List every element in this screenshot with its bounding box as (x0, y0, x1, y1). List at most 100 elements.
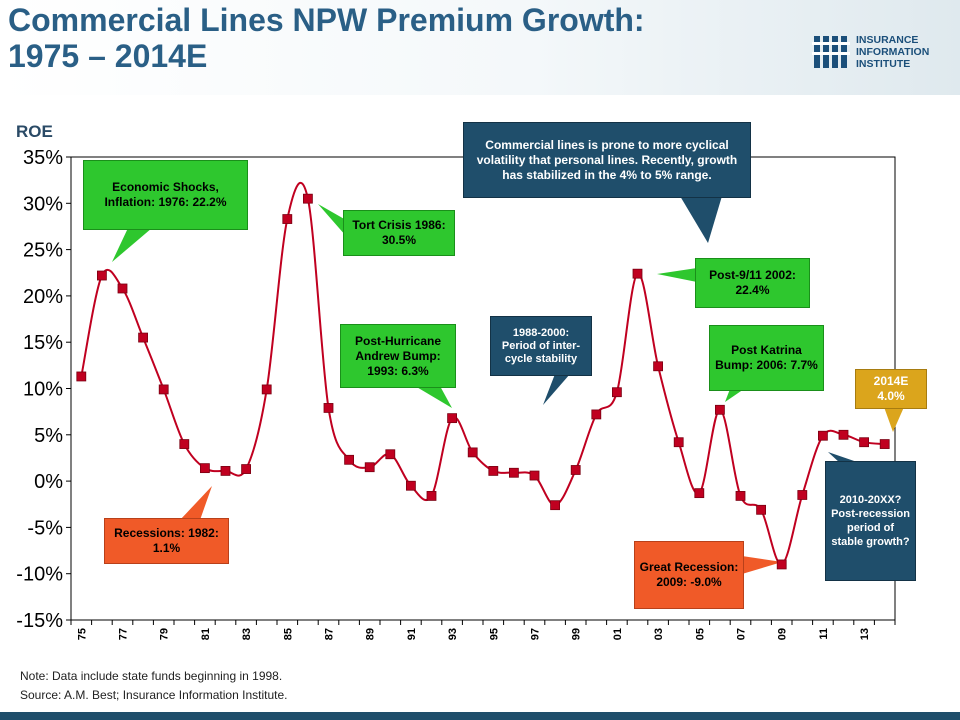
y-tick-label: 25% (23, 240, 63, 262)
data-point-2003 (653, 361, 663, 372)
great-recession-pointer (742, 556, 782, 574)
callout-post-recession: 2010-20XX? Post-recession period of stab… (825, 461, 916, 581)
data-point-1993 (447, 413, 458, 424)
page-title: Commercial Lines NPW Premium Growth: (8, 2, 645, 38)
footer-bar (0, 712, 960, 720)
x-tick-label: 91 (406, 628, 418, 640)
x-tick-label: 95 (488, 628, 500, 640)
data-point-1989 (364, 462, 375, 473)
data-point-1987 (323, 403, 334, 413)
katrina-pointer (725, 389, 744, 402)
x-tick-label: 97 (530, 628, 542, 640)
x-tick-label: 13 (859, 628, 871, 640)
data-point-2005 (694, 488, 705, 499)
data-point-1996 (508, 467, 519, 478)
data-point-1986 (302, 193, 313, 204)
data-point-1979 (158, 384, 169, 395)
x-tick-label: 11 (818, 628, 830, 640)
x-tick-label: 89 (365, 628, 377, 640)
iii-logo: INSURANCE INFORMATION INSTITUTE (812, 34, 952, 72)
data-point-1985 (282, 214, 293, 224)
x-tick-label: 83 (241, 628, 253, 640)
y-tick-label: 5% (34, 425, 63, 447)
x-tick-label: 99 (571, 628, 583, 640)
data-point-1994 (467, 447, 478, 458)
data-point-2009 (776, 559, 787, 570)
data-point-2011 (818, 430, 828, 441)
callout-recessions: Recessions: 1982: 1.1% (104, 518, 229, 564)
y-tick-label: 35% (23, 147, 63, 169)
data-point-2001 (612, 387, 622, 398)
logo-text: INSURANCE INFORMATION INSTITUTE (856, 34, 930, 70)
data-point-1999 (570, 465, 581, 475)
x-tick-label: 75 (76, 628, 88, 640)
data-point-1975 (76, 371, 87, 382)
callout-hurricane-andrew: Post-Hurricane Andrew Bump: 1993: 6.3% (340, 324, 456, 388)
data-point-1978 (138, 332, 149, 343)
data-point-1984 (261, 384, 272, 395)
callout-2014-estimate: 2014E 4.0% (855, 369, 927, 409)
x-tick-label: 85 (282, 628, 294, 640)
callout-great-recession: Great Recession: 2009: -9.0% (634, 541, 744, 609)
data-point-1990 (385, 449, 396, 460)
data-point-1982 (220, 466, 231, 476)
data-point-2008 (756, 504, 766, 515)
x-tick-label: 77 (118, 628, 130, 640)
data-point-2002 (632, 268, 643, 279)
x-tick-label: 87 (324, 628, 336, 640)
post-recession-pointer (828, 452, 860, 463)
data-point-1980 (179, 439, 190, 449)
data-point-2000 (591, 409, 602, 420)
data-point-1988 (344, 454, 355, 465)
data-point-2004 (673, 437, 684, 448)
x-tick-label: 01 (612, 628, 624, 640)
x-tick-label: 81 (200, 628, 212, 640)
y-tick-label: 0% (34, 471, 63, 493)
y-tick-label: -10% (16, 564, 63, 586)
data-point-1981 (199, 463, 210, 474)
x-tick-label: 09 (777, 628, 789, 640)
stability-pointer (543, 374, 570, 405)
data-point-1992 (426, 491, 437, 501)
y-tick-label: -15% (16, 610, 63, 632)
data-point-2006 (715, 404, 725, 415)
data-point-1976 (97, 270, 107, 281)
y-tick-label: 20% (23, 286, 63, 308)
economic-shocks-pointer (112, 228, 152, 262)
data-point-2012 (838, 429, 849, 440)
page-subtitle: 1975 – 2014E (8, 38, 208, 74)
commercial-note-pointer (680, 196, 722, 243)
y-tick-label: -5% (27, 517, 63, 539)
tort-crisis-pointer (318, 204, 346, 236)
y-tick-label: 30% (23, 193, 63, 215)
callout-stability: 1988-2000: Period of inter-cycle stabili… (490, 316, 592, 376)
data-point-1998 (550, 500, 560, 511)
y-tick-label: 10% (23, 379, 63, 401)
data-point-1997 (529, 470, 540, 481)
data-point-2014 (879, 439, 890, 449)
hurricane-andrew-pointer (415, 386, 452, 408)
header-band (0, 0, 960, 95)
x-tick-label: 03 (653, 628, 665, 640)
callout-economic-shocks: Economic Shocks, Inflation: 1976: 22.2% (83, 160, 248, 230)
y-axis-label: ROE (16, 122, 53, 141)
callout-katrina: Post Katrina Bump: 2006: 7.7% (709, 325, 824, 391)
x-tick-label: 07 (736, 628, 748, 640)
data-point-2013 (859, 437, 869, 448)
x-tick-label: 93 (447, 628, 459, 640)
data-point-2010 (797, 490, 808, 500)
footnote: Note: Data include state funds beginning… (20, 669, 283, 683)
data-point-1995 (488, 466, 499, 476)
callout-post-911: Post-9/11 2002: 22.4% (695, 258, 810, 308)
data-point-1983 (241, 464, 252, 474)
recessions-pointer (180, 486, 212, 520)
callout-commercial-note: Commercial lines is prone to more cyclic… (463, 122, 751, 198)
post-911-pointer (657, 268, 697, 282)
y-tick-label: 15% (23, 332, 63, 354)
estimate-2014-pointer (884, 407, 904, 432)
source-note: Source: A.M. Best; Insurance Information… (20, 688, 288, 702)
x-tick-label: 79 (159, 628, 171, 640)
callout-tort-crisis: Tort Crisis 1986: 30.5% (343, 210, 455, 256)
x-tick-label: 05 (694, 628, 706, 640)
